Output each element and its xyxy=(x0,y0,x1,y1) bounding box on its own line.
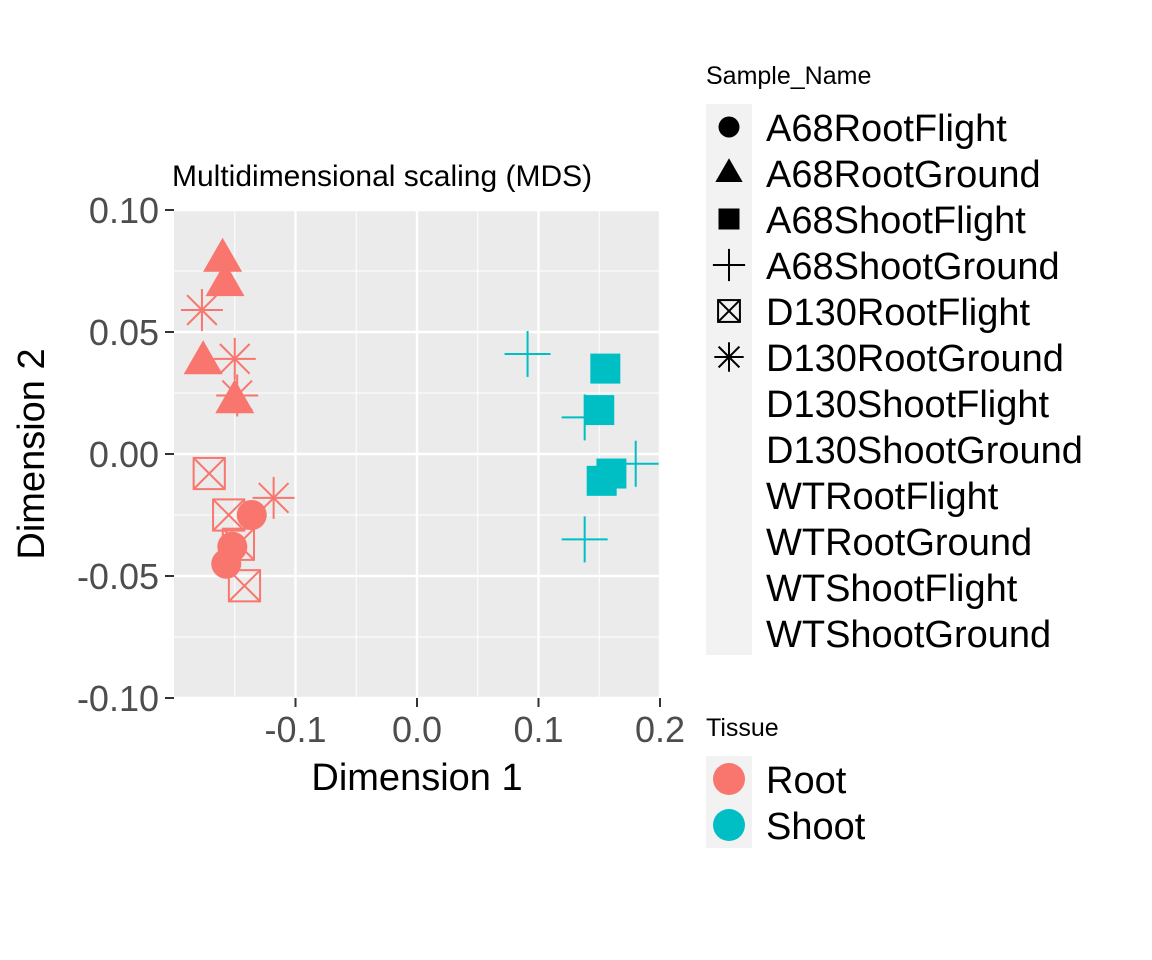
shape-legend: Sample_Name A68RootFlightA68RootGroundA6… xyxy=(706,62,1083,656)
legend-label: D130RootFlight xyxy=(766,292,1030,334)
y-axis-label: Dimension 2 xyxy=(11,348,53,559)
legend-label: D130ShootGround xyxy=(766,430,1083,472)
shape-legend-key-background xyxy=(706,104,752,655)
y-axis: 0.10 0.05 0.00 -0.05 -0.10 xyxy=(77,190,174,719)
legend-label: A68ShootGround xyxy=(766,246,1060,288)
legend-label: D130ShootFlight xyxy=(766,384,1050,426)
x-tick-label: 0.2 xyxy=(635,709,685,750)
data-point-square xyxy=(586,465,617,496)
y-tick-label: 0.05 xyxy=(89,312,159,353)
data-point-square xyxy=(584,395,615,426)
x-axis-label: Dimension 1 xyxy=(311,757,522,799)
legend-label: A68RootGround xyxy=(766,154,1041,196)
x-tick-label: 0.0 xyxy=(392,709,442,750)
data-point-plus xyxy=(561,394,608,441)
data-point-asterisk xyxy=(213,337,256,380)
data-point-triangle xyxy=(205,262,245,297)
legend-color-key xyxy=(713,763,745,795)
x-axis: -0.1 0.0 0.1 0.2 xyxy=(264,698,685,750)
legend-key-triangle xyxy=(715,158,743,183)
data-point-plus xyxy=(612,440,659,487)
data-point-circle xyxy=(236,500,267,530)
data-point-triangle xyxy=(203,237,243,272)
legend-label: WTShootGround xyxy=(766,614,1051,656)
data-point-boxx xyxy=(192,456,226,491)
chart-title: Multidimensional scaling (MDS) xyxy=(172,160,592,193)
x-tick-label: -0.1 xyxy=(264,709,326,750)
legend-label: Root xyxy=(766,760,847,802)
data-points xyxy=(180,237,659,603)
y-tick-label: -0.05 xyxy=(77,556,159,597)
shape-legend-title: Sample_Name xyxy=(706,62,871,90)
y-tick-label: -0.10 xyxy=(77,678,159,719)
legend-key-circle xyxy=(718,116,740,138)
grid-lines xyxy=(174,208,662,700)
legend-label: A68ShootFlight xyxy=(766,200,1026,242)
legend-label: D130RootGround xyxy=(766,338,1064,380)
y-tick-label: 0.10 xyxy=(89,190,159,231)
legend-key-asterisk xyxy=(714,342,744,372)
legend-key-plus xyxy=(712,248,746,282)
legend-label: WTShootFlight xyxy=(766,568,1018,610)
data-point-square xyxy=(590,353,621,384)
legend-label: Shoot xyxy=(766,806,866,848)
color-legend-title: Tissue xyxy=(706,714,779,742)
legend-label: WTRootGround xyxy=(766,522,1032,564)
legend-key-boxx xyxy=(717,299,741,323)
x-tick-label: 0.1 xyxy=(513,709,563,750)
data-point-asterisk xyxy=(180,289,223,332)
y-tick-label: 0.00 xyxy=(89,434,159,475)
legend-label: A68RootFlight xyxy=(766,108,1007,150)
legend-key-square xyxy=(718,208,740,230)
legend-color-key xyxy=(713,809,745,841)
legend-label: WTRootFlight xyxy=(766,476,999,518)
data-point-asterisk xyxy=(216,374,259,417)
data-point-triangle xyxy=(183,340,223,375)
data-point-plus xyxy=(561,516,608,563)
data-point-plus xyxy=(504,330,551,377)
data-point-circle xyxy=(211,548,242,579)
